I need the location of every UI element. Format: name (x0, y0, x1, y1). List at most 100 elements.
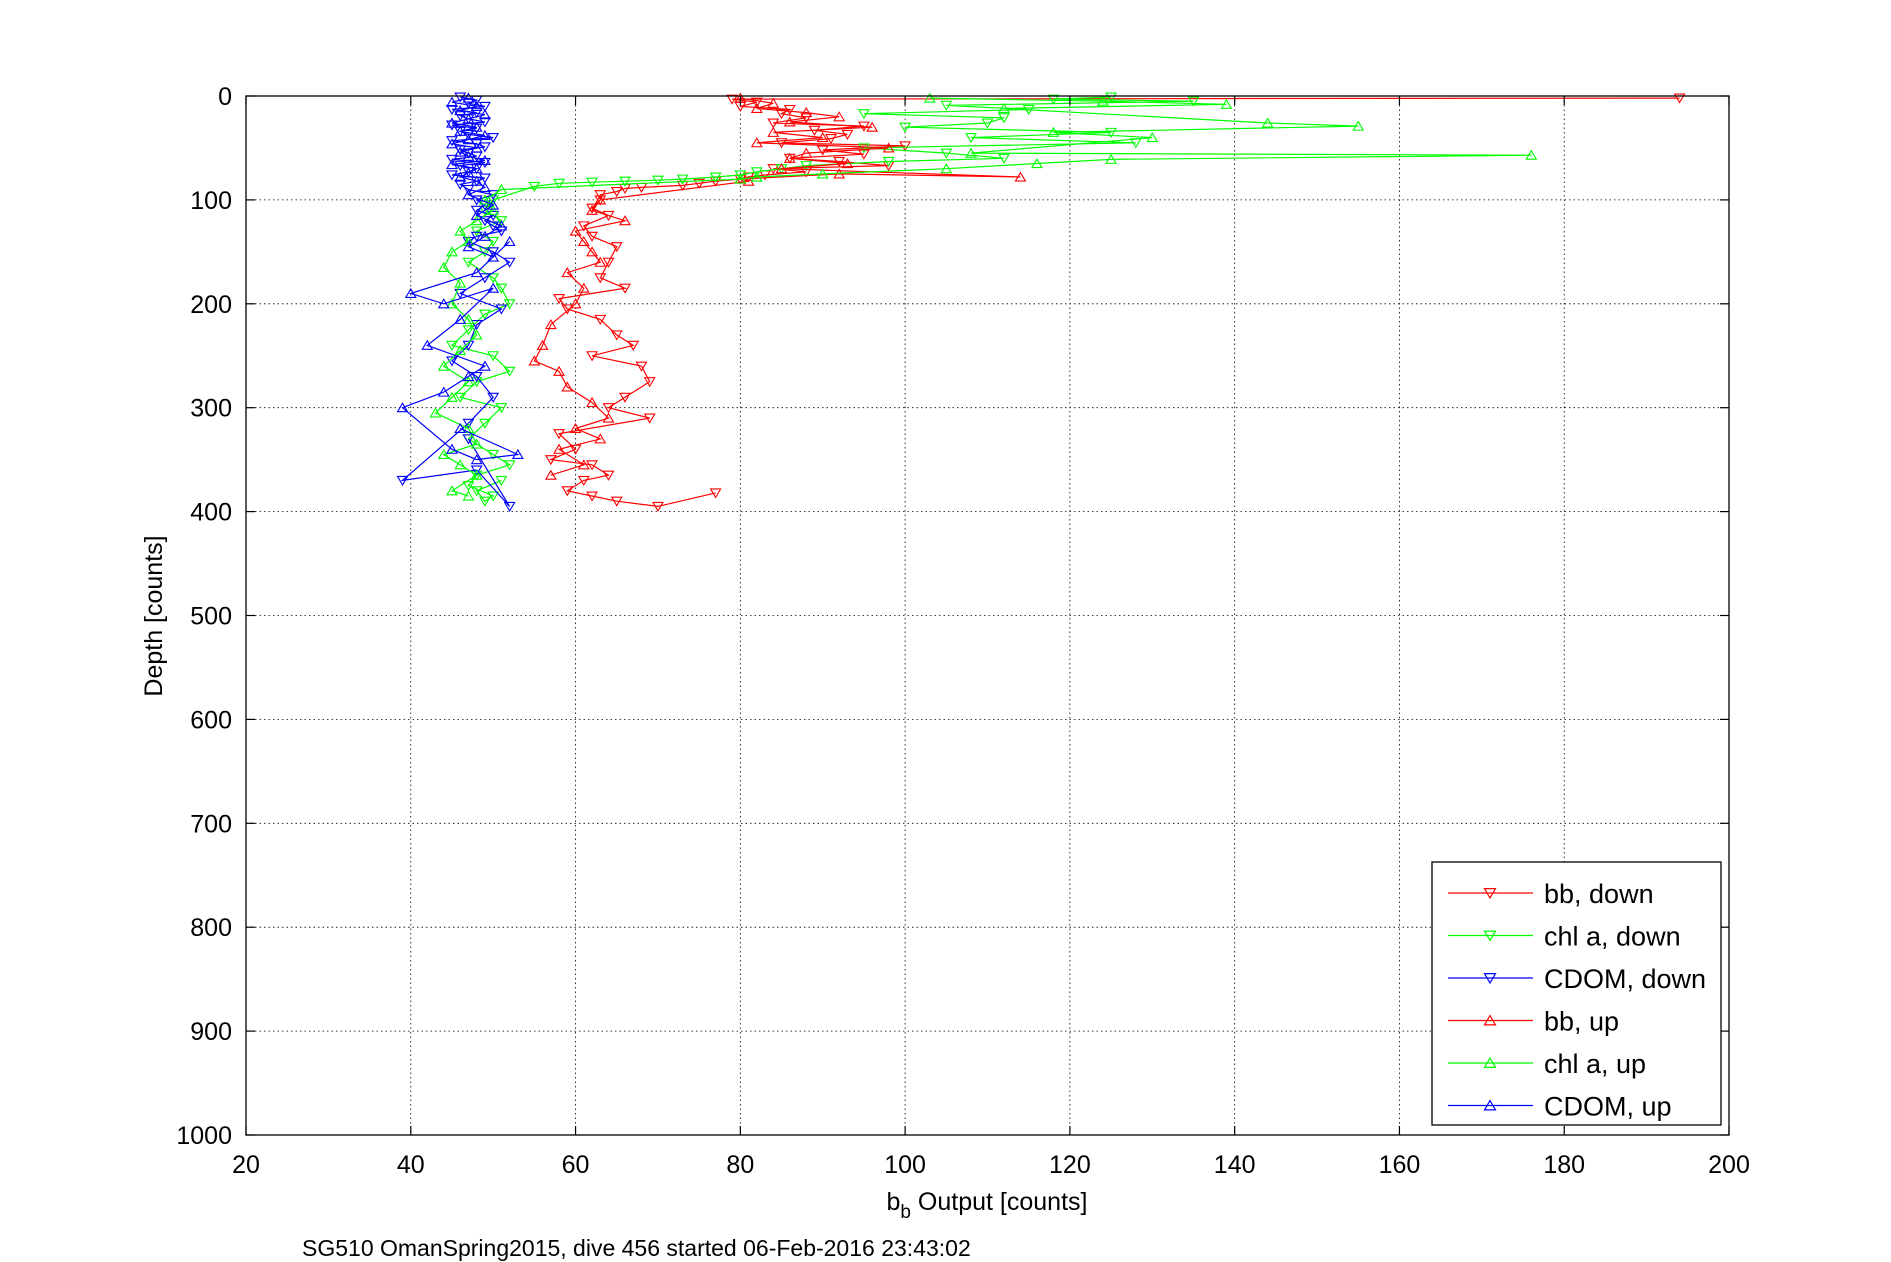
x-tick-label: 80 (726, 1151, 754, 1179)
data-point (454, 422, 467, 434)
data-point (478, 273, 491, 284)
data-point (454, 288, 467, 299)
data-point (487, 247, 500, 258)
data-point (446, 154, 458, 165)
data-point (610, 330, 623, 341)
data-point (1187, 96, 1200, 107)
data-point (470, 205, 483, 216)
data-point (462, 167, 475, 178)
data-point (446, 298, 458, 309)
data-point (553, 429, 566, 440)
data-point (495, 403, 508, 414)
data-point (487, 236, 500, 248)
data-point (462, 481, 475, 492)
data-point (577, 221, 590, 232)
legend-label: chl a, down (1544, 922, 1681, 952)
data-point (454, 111, 467, 122)
data-point (923, 92, 936, 103)
legend-label: bb, down (1544, 879, 1654, 909)
data-point (446, 170, 458, 181)
y-tick-label: 500 (190, 603, 232, 631)
data-point (478, 117, 491, 128)
data-point (446, 104, 458, 116)
data-point (478, 154, 491, 165)
data-point (478, 230, 491, 241)
y-tick-label: 400 (190, 499, 232, 527)
data-point (544, 318, 557, 330)
data-point (940, 163, 953, 174)
data-point (833, 156, 846, 168)
data-point (767, 97, 780, 108)
y-tick-label: 100 (190, 187, 232, 215)
data-point (495, 226, 508, 237)
data-point (454, 313, 467, 324)
data-point (462, 257, 475, 268)
data-point (421, 339, 434, 350)
data-point (734, 173, 747, 184)
data-point (511, 448, 524, 460)
data-point (651, 175, 664, 186)
data-point (750, 167, 763, 178)
data-point (544, 469, 557, 480)
data-point (866, 121, 879, 132)
data-point (503, 366, 516, 377)
data-point (998, 153, 1010, 164)
data-point (462, 434, 475, 445)
data-point (586, 231, 598, 242)
x-tick-label: 140 (1214, 1151, 1256, 1179)
x-tick-label: 120 (1049, 1151, 1091, 1179)
data-point (544, 455, 557, 466)
data-point (577, 235, 590, 247)
data-point (503, 235, 516, 247)
data-point (446, 391, 458, 402)
dive-caption: SG510 OmanSpring2015, dive 456 started 0… (302, 1235, 971, 1261)
data-point (816, 168, 829, 179)
data-point (610, 187, 623, 198)
legend-box (1431, 861, 1722, 1126)
data-point (734, 170, 747, 181)
data-point (1352, 120, 1365, 131)
data-point (462, 184, 475, 196)
data-point (478, 418, 491, 429)
data-point (462, 98, 475, 109)
data-point (462, 189, 475, 200)
y-tick-label: 300 (190, 395, 232, 423)
legend-marker (1483, 1099, 1497, 1111)
data-point (462, 235, 475, 247)
data-point (816, 131, 829, 143)
data-point (651, 501, 664, 512)
data-point (602, 403, 615, 414)
data-point (726, 94, 739, 105)
data-point (577, 459, 590, 470)
data-point (470, 267, 483, 278)
data-point (569, 298, 582, 309)
data-point (478, 194, 491, 205)
data-point (1261, 117, 1274, 128)
data-point (816, 145, 829, 156)
data-point (487, 195, 500, 206)
data-point (676, 174, 689, 185)
data-point (478, 157, 491, 169)
data-point (470, 163, 483, 174)
data-point (1030, 157, 1043, 169)
data-point (470, 454, 483, 465)
data-point (594, 273, 607, 284)
data-point (857, 149, 870, 160)
data-point (619, 176, 631, 187)
data-point (1220, 98, 1233, 109)
data-point (783, 116, 796, 127)
data-point (470, 469, 483, 480)
x-tick-label: 100 (884, 1151, 926, 1179)
data-point (709, 488, 722, 499)
data-point (487, 491, 500, 502)
data-point (446, 117, 458, 128)
data-point (775, 109, 788, 120)
data-point (454, 104, 467, 116)
data-point (454, 92, 467, 103)
data-point (602, 412, 615, 423)
data-point (536, 339, 549, 350)
y-tick-label: 600 (190, 706, 232, 734)
legend-label: bb, up (1544, 1007, 1619, 1037)
y-tick-label: 1000 (176, 1122, 232, 1150)
data-point (553, 365, 566, 376)
